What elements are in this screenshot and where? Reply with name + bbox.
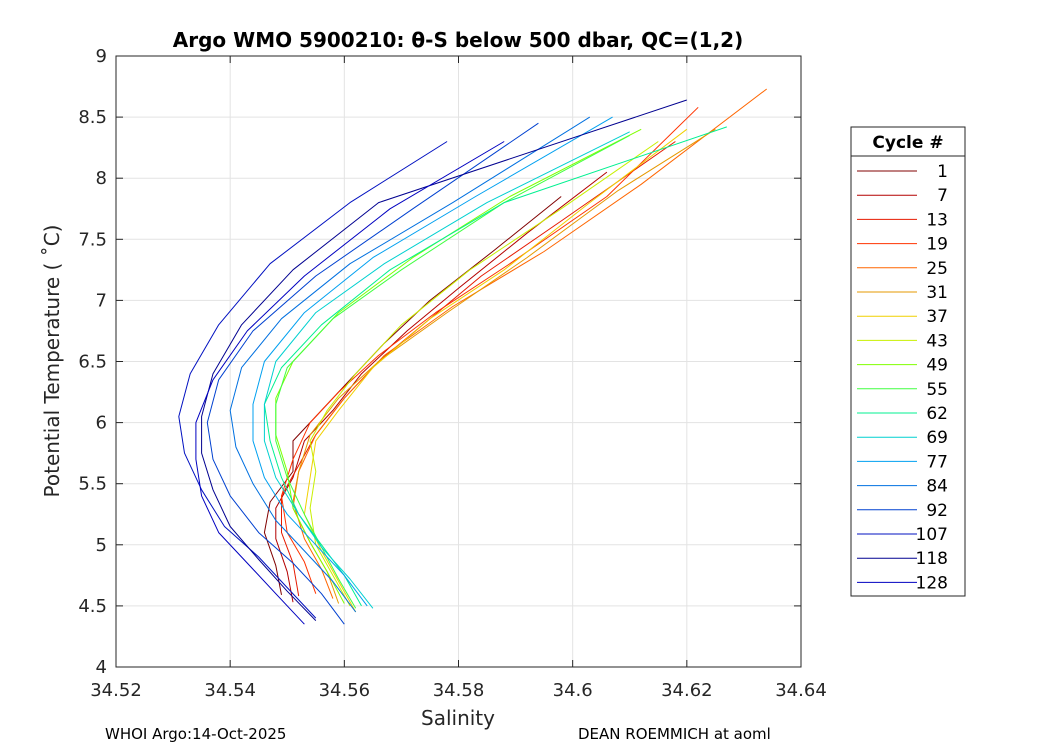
x-tick-label: 34.56: [319, 680, 371, 701]
x-axis-label: Salinity: [421, 706, 495, 730]
legend-entry-label: 69: [926, 428, 948, 448]
series-line-cycle-43: [309, 141, 659, 607]
x-axis: 34.52 34.54 34.56 34.58 34.6 34.62 34.64: [90, 56, 827, 701]
y-tick-label: 5: [96, 535, 107, 556]
series-line-cycle-92: [206, 122, 539, 625]
grid-lines: [115, 55, 802, 668]
legend-entry-label: 19: [926, 235, 948, 255]
legend-entry-label: 7: [937, 186, 948, 206]
legend-entry-label: 13: [926, 210, 948, 230]
series-line-cycle-25: [292, 88, 768, 599]
legend-entries: 1 7 13 19 25 31 37 43 49 55 62 69 77 84 92 107 118 128: [857, 162, 948, 593]
legend-entry-label: 62: [926, 404, 948, 424]
legend-entry-label: 118: [916, 549, 948, 569]
series-line-cycle-62: [263, 126, 727, 607]
x-tick-label: 34.64: [775, 680, 827, 701]
y-tick-label: 7: [96, 290, 107, 311]
footer-source-date: WHOI Argo:14-Oct-2025: [105, 725, 287, 743]
x-tick-label: 34.54: [204, 680, 256, 701]
legend-entry-label: 92: [926, 501, 948, 521]
y-tick-label: 9: [96, 46, 107, 67]
legend: Cycle # 17131925313743495562697784921071…: [850, 126, 966, 597]
legend-entry-label: 31: [926, 283, 948, 303]
series-line-cycle-7: [275, 171, 608, 603]
y-tick-label: 4: [96, 657, 107, 678]
legend-entry-label: 107: [916, 525, 948, 545]
series-line-cycle-69: [263, 131, 630, 609]
series-line-cycle-55: [275, 134, 630, 609]
x-tick-label: 34.58: [433, 680, 485, 701]
series-line-cycle-1: [263, 196, 562, 595]
legend-title: Cycle #: [872, 133, 943, 153]
series-line-cycle-77: [252, 116, 613, 607]
legend-entry-label: 55: [926, 380, 948, 400]
x-tick-label: 34.62: [661, 680, 713, 701]
series-lines: [178, 88, 768, 625]
y-axis: 4 4.5 5 5.5 6 6.5 7 7.5 8 8.5 9: [78, 46, 801, 678]
legend-entry-label: 77: [926, 452, 948, 472]
x-tick-label: 34.52: [90, 680, 142, 701]
legend-entry-label: 49: [926, 356, 948, 376]
series-line-cycle-128: [195, 141, 505, 625]
legend-entry-label: 25: [926, 259, 948, 279]
y-tick-label: 5.5: [78, 474, 107, 495]
x-tick-label: 34.6: [553, 680, 593, 701]
legend-box: [850, 126, 966, 597]
legend-entry-label: 43: [926, 331, 948, 351]
y-tick-label: 8: [96, 168, 107, 189]
legend-entry-label: 84: [926, 477, 948, 497]
y-tick-label: 7.5: [78, 229, 107, 250]
series-line-cycle-37: [303, 128, 688, 613]
y-tick-label: 4.5: [78, 596, 107, 617]
legend-entry-label: 37: [926, 307, 948, 327]
series-line-cycle-118: [201, 99, 687, 621]
y-tick-label: 8.5: [78, 107, 107, 128]
legend-entry-label: 1: [937, 162, 948, 182]
series-line-cycle-84: [229, 116, 591, 613]
y-tick-label: 6.5: [78, 352, 107, 373]
y-axis-label: Potential Temperature ( ˚C): [40, 225, 64, 498]
y-tick-label: 6: [96, 413, 107, 434]
legend-entry-label: 128: [916, 573, 948, 593]
chart-title: Argo WMO 5900210: θ-S below 500 dbar, QC…: [173, 28, 743, 52]
series-line-cycle-107: [178, 141, 448, 619]
footer-attribution: DEAN ROEMMICH at aoml: [578, 725, 771, 743]
